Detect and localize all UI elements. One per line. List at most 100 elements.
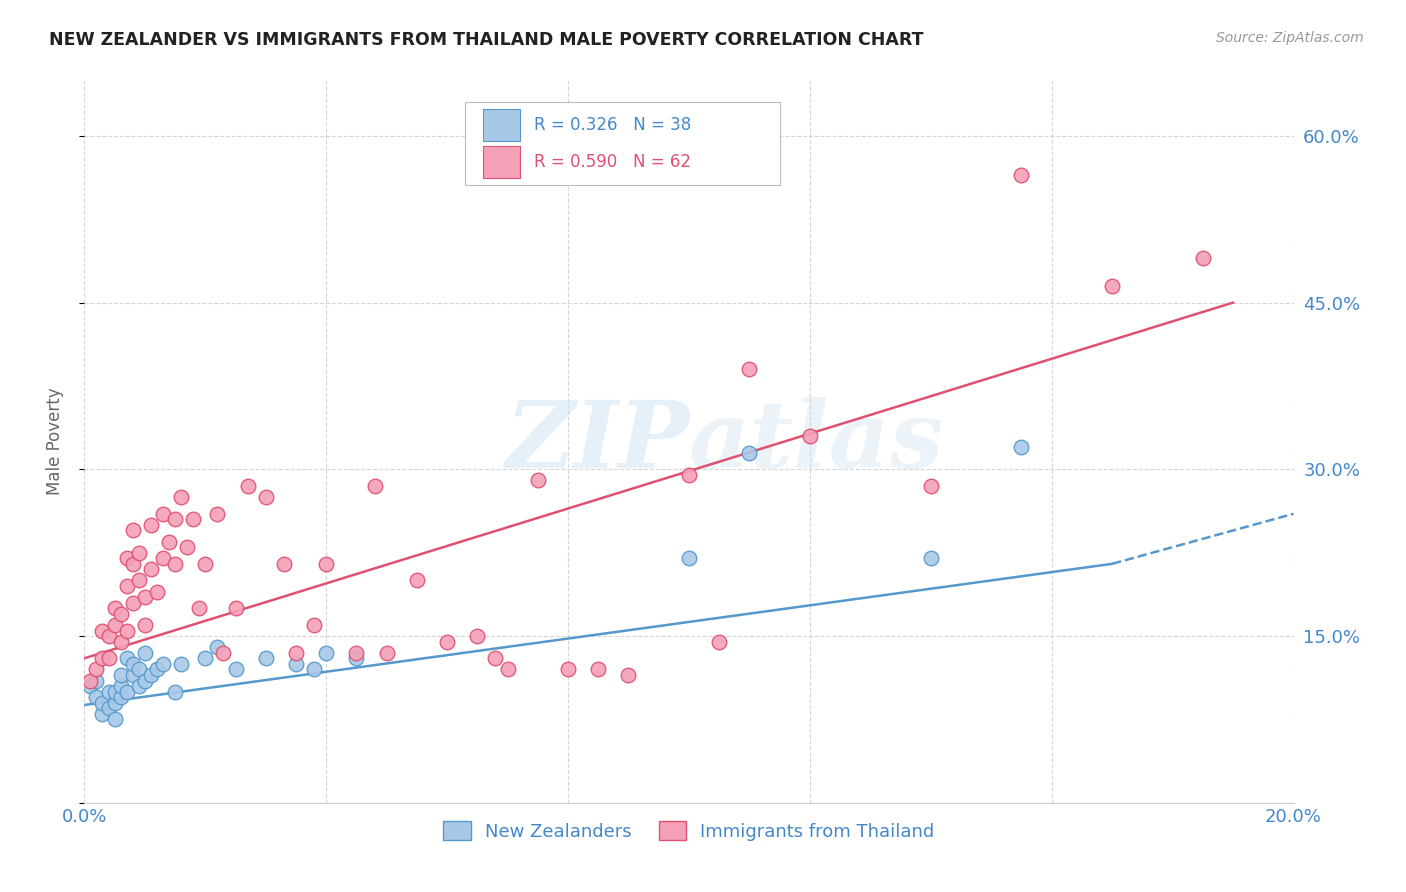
Point xyxy=(678,551,700,566)
Text: NEW ZEALANDER VS IMMIGRANTS FROM THAILAND MALE POVERTY CORRELATION CHART: NEW ZEALANDER VS IMMIGRANTS FROM THAILAN… xyxy=(49,31,924,49)
Point xyxy=(121,557,143,571)
Text: Source: ZipAtlas.com: Source: ZipAtlas.com xyxy=(1216,31,1364,45)
Point xyxy=(128,662,150,676)
Point xyxy=(254,490,277,504)
Point xyxy=(617,668,640,682)
Point xyxy=(110,679,132,693)
Point xyxy=(194,651,217,665)
Point xyxy=(91,651,114,665)
Point xyxy=(104,713,127,727)
Point xyxy=(678,467,700,482)
Point xyxy=(588,662,610,676)
Point xyxy=(225,601,247,615)
Point xyxy=(139,562,162,576)
Point xyxy=(1011,168,1033,182)
Point xyxy=(134,646,156,660)
Point xyxy=(152,551,174,566)
Point xyxy=(152,657,174,671)
Text: ZIP: ZIP xyxy=(505,397,689,486)
Point xyxy=(115,551,138,566)
Point xyxy=(436,634,458,648)
Point xyxy=(1101,279,1123,293)
Point xyxy=(152,507,174,521)
Point xyxy=(115,624,138,638)
Point xyxy=(194,557,217,571)
Point xyxy=(302,662,325,676)
Point xyxy=(115,579,138,593)
Point xyxy=(79,673,101,688)
Legend: New Zealanders, Immigrants from Thailand: New Zealanders, Immigrants from Thailand xyxy=(436,814,942,848)
Point xyxy=(375,646,398,660)
Point xyxy=(139,517,162,532)
Point xyxy=(170,490,193,504)
Point xyxy=(285,646,308,660)
Point xyxy=(170,657,193,671)
Point xyxy=(315,557,337,571)
Point xyxy=(110,607,132,621)
Point xyxy=(121,657,143,671)
Point xyxy=(97,651,120,665)
Point xyxy=(738,445,761,459)
FancyBboxPatch shape xyxy=(465,102,780,185)
Point xyxy=(207,507,229,521)
Point xyxy=(165,512,187,526)
Point xyxy=(110,634,132,648)
Text: atlas: atlas xyxy=(689,397,945,486)
Point xyxy=(181,512,204,526)
Point xyxy=(527,474,550,488)
Point xyxy=(104,618,127,632)
Point xyxy=(97,629,120,643)
Point xyxy=(104,684,127,698)
Y-axis label: Male Poverty: Male Poverty xyxy=(45,388,63,495)
Point xyxy=(315,646,337,660)
Point xyxy=(115,651,138,665)
Point xyxy=(139,668,162,682)
Point xyxy=(121,596,143,610)
Point xyxy=(496,662,519,676)
Point xyxy=(1192,251,1215,265)
Point xyxy=(110,690,132,705)
Point xyxy=(285,657,308,671)
Point xyxy=(273,557,295,571)
Point xyxy=(104,601,127,615)
Point xyxy=(97,701,120,715)
Point xyxy=(121,524,143,538)
Point xyxy=(128,574,150,588)
Point xyxy=(1011,440,1033,454)
Point xyxy=(91,624,114,638)
Point xyxy=(738,362,761,376)
Point xyxy=(920,479,942,493)
Point xyxy=(157,534,180,549)
Point xyxy=(165,557,187,571)
Point xyxy=(110,668,132,682)
Point xyxy=(346,646,368,660)
Bar xyxy=(484,109,520,142)
Point xyxy=(165,684,187,698)
Point xyxy=(86,662,108,676)
Point xyxy=(128,546,150,560)
Point xyxy=(188,601,211,615)
Point xyxy=(86,673,108,688)
Point xyxy=(302,618,325,632)
Point xyxy=(406,574,429,588)
Point xyxy=(146,584,169,599)
Point xyxy=(176,540,198,554)
Point xyxy=(920,551,942,566)
Point xyxy=(146,662,169,676)
Point xyxy=(79,679,101,693)
Point xyxy=(236,479,259,493)
Point xyxy=(212,646,235,660)
Point xyxy=(128,679,150,693)
Point xyxy=(134,673,156,688)
Point xyxy=(709,634,731,648)
Point xyxy=(91,696,114,710)
Point xyxy=(121,668,143,682)
Point xyxy=(799,429,821,443)
Point xyxy=(467,629,489,643)
Bar xyxy=(484,145,520,178)
Point xyxy=(225,662,247,676)
Point xyxy=(104,696,127,710)
Point xyxy=(207,640,229,655)
Point xyxy=(134,590,156,604)
Point xyxy=(484,651,506,665)
